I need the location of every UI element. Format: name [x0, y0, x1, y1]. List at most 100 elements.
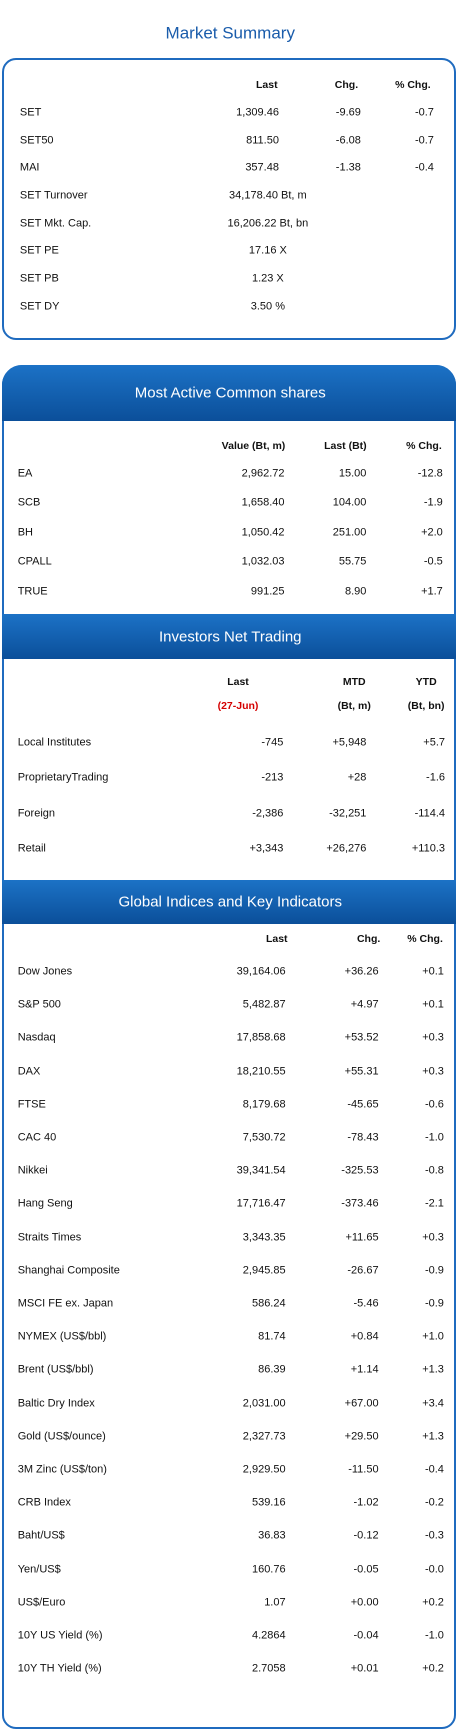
cell: +5,948	[332, 736, 367, 749]
column-header: Last (Bt)	[324, 439, 367, 452]
row-label: Nasdaq	[17, 1031, 56, 1044]
cell: -32,251	[329, 807, 367, 820]
row-label: SET Mkt. Cap.	[19, 217, 92, 230]
cell: +53.52	[344, 1031, 379, 1044]
cell: +5.7	[423, 736, 446, 749]
row-label: Shanghai Composite	[17, 1264, 120, 1277]
row-label: DAX	[17, 1065, 41, 1078]
row-label: SET PB	[19, 272, 59, 285]
cell: -11.50	[348, 1463, 379, 1476]
cell: -12.8	[417, 467, 443, 480]
row-label: CRB Index	[17, 1496, 71, 1509]
row-label: ProprietaryTrading	[17, 771, 109, 784]
summary-box	[2, 57, 457, 340]
cell: 7,530.72	[242, 1131, 286, 1144]
cell: 1,032.03	[241, 555, 285, 568]
cell: 1,658.40	[241, 496, 285, 509]
cell: +4.97	[350, 998, 379, 1011]
cell: -1.38	[335, 161, 361, 174]
cell: 811.50	[246, 134, 279, 147]
cell: -0.7	[414, 134, 434, 147]
column-header: YTD	[415, 675, 437, 688]
row-label: SCB	[17, 496, 41, 509]
row-label: SET Turnover	[19, 189, 88, 202]
cell: -0.05	[353, 1563, 379, 1576]
cell: 160.76	[251, 1563, 286, 1576]
cell: 8.90	[345, 585, 367, 598]
cell: +3,343	[249, 842, 284, 855]
cell: 4.2864	[251, 1629, 286, 1642]
column-header: MTD	[342, 675, 366, 688]
cell: 18,210.55	[236, 1065, 286, 1078]
cell: +36.26	[344, 965, 379, 978]
cell: -0.2	[424, 1496, 444, 1509]
cell: +1.7	[421, 585, 443, 598]
cell: -0.4	[424, 1463, 444, 1476]
cell: 2,962.72	[241, 467, 285, 480]
cell: +110.3	[411, 842, 446, 855]
cell: 5,482.87	[242, 998, 286, 1011]
header-bar	[2, 614, 457, 659]
cell: -0.4	[414, 161, 434, 174]
row-label: US$/Euro	[17, 1596, 66, 1609]
row-label: CPALL	[17, 555, 52, 568]
row-label: Yen/US$	[17, 1563, 61, 1576]
cell: -1.0	[424, 1131, 444, 1144]
row-label: Foreign	[17, 807, 55, 820]
cell: 17,858.68	[236, 1031, 286, 1044]
column-header: Chg.	[356, 932, 381, 945]
cell: 251.00	[332, 526, 367, 539]
cell: 2.7058	[251, 1662, 286, 1675]
cell: +0.2	[422, 1596, 444, 1609]
cell: -1.9	[423, 496, 443, 509]
column-subheader: (Bt, bn)	[407, 700, 445, 712]
column-subheader: (27-Jun)	[217, 700, 259, 712]
row-label: SET50	[19, 134, 54, 147]
cell: -45.65	[347, 1098, 379, 1111]
cell: -0.9	[424, 1264, 444, 1277]
cell: -325.53	[341, 1164, 379, 1177]
column-header: % Chg.	[407, 932, 443, 945]
cell: 2,327.73	[242, 1430, 286, 1443]
cell: 86.39	[258, 1363, 286, 1376]
row-label: MSCI FE ex. Japan	[17, 1297, 114, 1310]
cell: -0.6	[424, 1098, 444, 1111]
cell: 104.00	[332, 496, 367, 509]
row-label: Dow Jones	[17, 965, 73, 978]
cell: +3.4	[422, 1397, 444, 1410]
column-subheader: (Bt, m)	[337, 700, 371, 712]
row-label: TRUE	[17, 585, 48, 598]
cell: -0.0	[424, 1563, 444, 1576]
cell: +1.3	[422, 1430, 444, 1443]
cell: 2,031.00	[242, 1397, 286, 1410]
column-header: Last	[265, 932, 288, 945]
cell: +0.01	[350, 1662, 379, 1675]
cell: -373.46	[341, 1197, 379, 1210]
cell: +0.3	[422, 1031, 444, 1044]
cell: -0.3	[424, 1529, 444, 1542]
header-bar	[2, 880, 457, 925]
cell: +0.3	[422, 1231, 444, 1244]
cell: -0.7	[414, 106, 434, 119]
header-bar	[2, 365, 457, 421]
cell: 991.25	[250, 585, 285, 598]
row-label: 10Y US Yield (%)	[17, 1629, 103, 1642]
row-label: Nikkei	[17, 1164, 48, 1177]
tables-box	[2, 365, 457, 1730]
cell: -26.67	[347, 1264, 379, 1277]
row-label: EA	[17, 467, 33, 480]
row-label: SET DY	[19, 300, 60, 313]
cell: 8,179.68	[242, 1098, 286, 1111]
row-label: Baltic Dry Index	[17, 1397, 95, 1410]
cell: +1.3	[422, 1363, 444, 1376]
cell: +29.50	[344, 1430, 379, 1443]
cell: -0.12	[353, 1529, 379, 1542]
column-header: Value (Bt, m)	[221, 439, 286, 452]
cell: +0.2	[422, 1662, 444, 1675]
row-label: MAI	[19, 161, 40, 174]
cell: -114.4	[414, 807, 446, 820]
cell: 1,050.42	[241, 526, 285, 539]
cell: -1.02	[353, 1496, 379, 1509]
cell: 16,206.22 Bt, bn	[227, 217, 309, 230]
row-label: NYMEX (US$/bbl)	[17, 1330, 107, 1343]
